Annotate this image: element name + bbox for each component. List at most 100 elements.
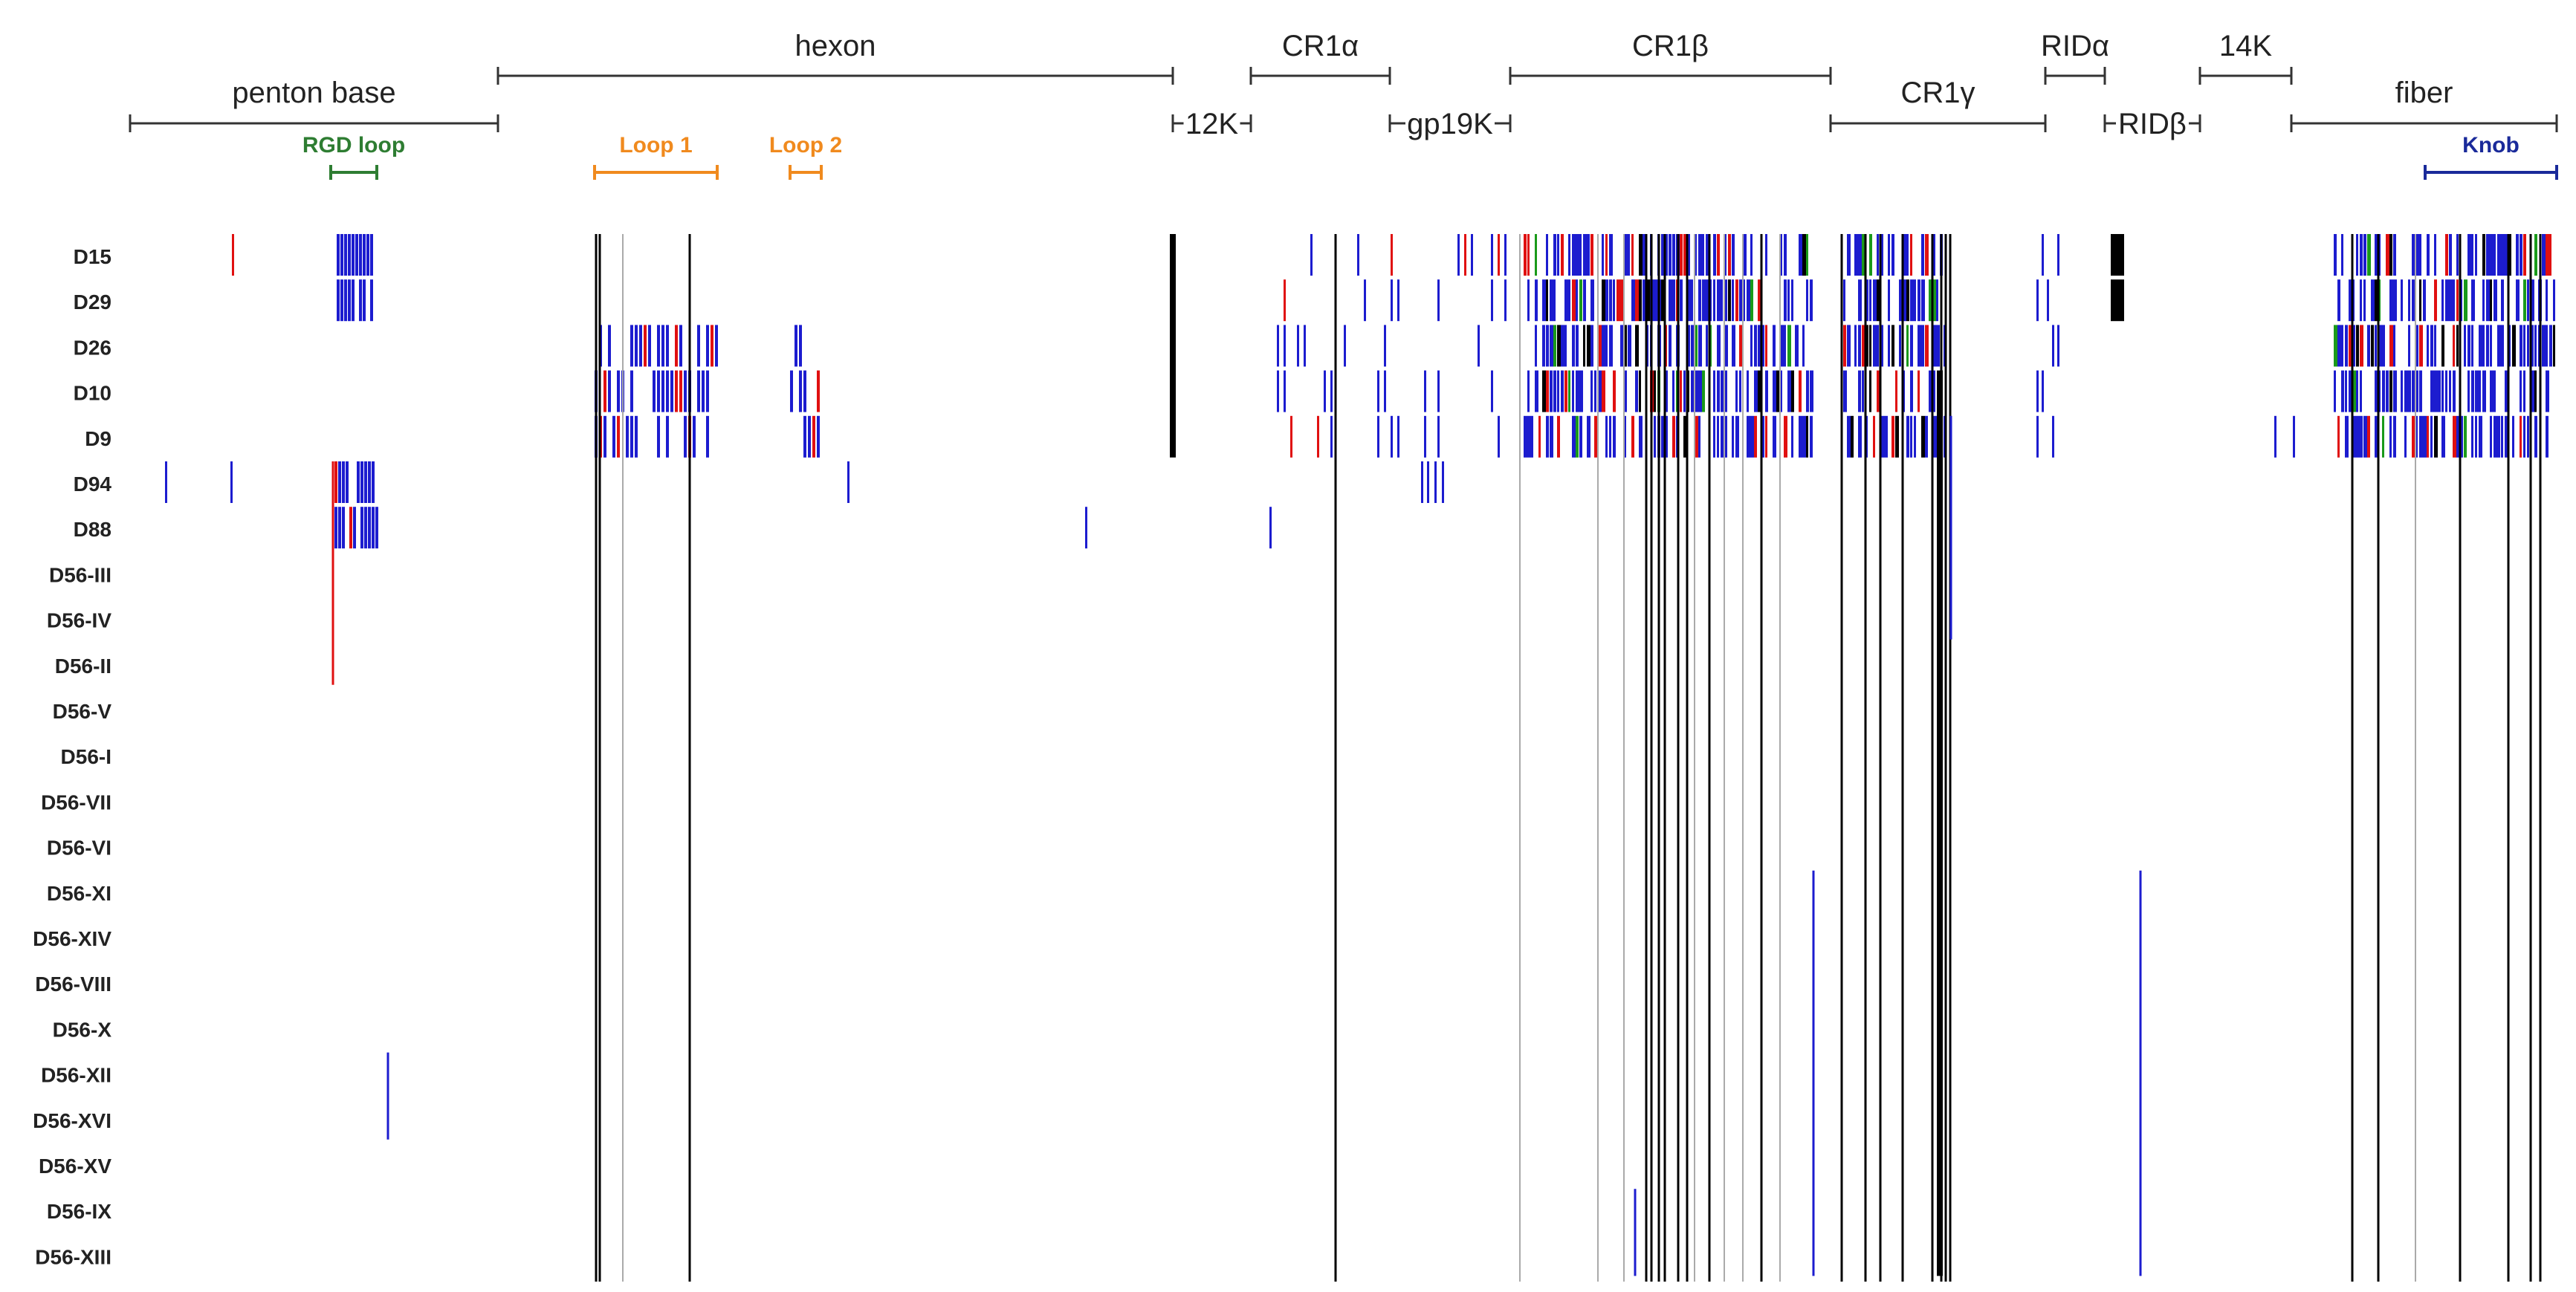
polymorphism-mark: [648, 325, 651, 367]
polymorphism-mark: [2453, 370, 2456, 412]
polymorphism-mark: [2036, 279, 2039, 322]
strain-label: D56-I: [61, 745, 111, 768]
polymorphism-mark: [2423, 279, 2426, 322]
polymorphism-mark: [1654, 279, 1657, 322]
polymorphism-mark: [1932, 325, 1936, 367]
polymorphism-mark: [1672, 415, 1675, 458]
polymorphism-mark: [2375, 234, 2378, 276]
polymorphism-mark: [1910, 370, 1913, 412]
polymorphism-mark: [2434, 370, 2438, 412]
polymorphism-mark: [337, 279, 340, 322]
polymorphism-mark: [348, 234, 351, 276]
strain-label: D94: [74, 473, 112, 496]
polymorphism-mark: [2404, 370, 2408, 412]
polymorphism-mark: [1776, 370, 1780, 412]
polymorphism-mark: [2464, 415, 2467, 458]
polymorphism-mark: [1504, 234, 1507, 276]
polymorphism-mark: [1787, 325, 1791, 367]
polymorphism-mark: [1732, 279, 1734, 322]
polymorphism-mark: [2553, 325, 2555, 367]
strain-label: D56-XIV: [33, 927, 111, 950]
polymorphism-mark: [1527, 370, 1530, 412]
polymorphism-mark: [1721, 279, 1723, 322]
polymorphism-mark: [1434, 461, 1437, 503]
polymorphism-mark: [1613, 415, 1616, 458]
polymorphism-mark: [1761, 325, 1764, 367]
polymorphism-mark: [348, 279, 351, 322]
polymorphism-mark: [1568, 279, 1570, 322]
polymorphism-mark: [1654, 415, 1656, 458]
polymorphism-mark: [1620, 279, 1623, 322]
polymorphism-mark: [2490, 234, 2494, 276]
polymorphism-mark: [661, 370, 664, 412]
polymorphism-mark: [1747, 279, 1750, 322]
polymorphism-mark: [1899, 279, 1903, 322]
polymorphism-mark: [1791, 370, 1794, 412]
polymorphism-mark: [1609, 279, 1612, 322]
polymorphism-mark: [1862, 325, 1865, 367]
polymorphism-mark: [1572, 325, 1575, 367]
polymorphism-mark: [2057, 325, 2059, 367]
polymorphism-mark: [2367, 234, 2371, 276]
polymorphism-mark: [1784, 279, 1787, 322]
polymorphism-mark: [1854, 234, 1858, 276]
polymorphism-mark: [2349, 325, 2352, 367]
polymorphism-mark: [1377, 370, 1379, 412]
polymorphism-mark: [1936, 325, 1940, 367]
polymorphism-mark: [661, 325, 664, 367]
polymorphism-mark: [2471, 234, 2473, 276]
polymorphism-mark: [817, 370, 820, 412]
polymorphism-mark: [1397, 279, 1399, 322]
polymorphism-mark: [790, 370, 793, 412]
polymorphism-mark: [1384, 325, 1386, 367]
gene-label: gp19K: [1407, 108, 1493, 140]
polymorphism-mark: [2111, 279, 2124, 322]
gene-label-background: [2116, 103, 2189, 135]
gene-label-background: [1405, 103, 1495, 135]
polymorphism-mark: [1877, 279, 1880, 322]
polymorphism-mark: [1865, 325, 1868, 367]
polymorphism-mark: [1364, 279, 1366, 322]
polymorphism-mark: [1605, 325, 1608, 367]
polymorphism-mark: [2389, 370, 2392, 412]
polymorphism-mark: [1791, 415, 1793, 458]
polymorphism-mark: [2534, 370, 2537, 412]
polymorphism-mark: [847, 461, 850, 503]
polymorphism-mark: [1583, 279, 1586, 322]
polymorphism-mark: [2505, 415, 2508, 458]
polymorphism-mark: [1862, 234, 1865, 276]
polymorphism-mark: [1754, 325, 1757, 367]
polymorphism-mark: [1583, 325, 1585, 367]
polymorphism-mark: [1524, 415, 1527, 458]
polymorphism-mark: [702, 370, 705, 412]
polymorphism-mark: [1546, 325, 1549, 367]
polymorphism-mark: [1661, 234, 1665, 276]
strain-label: D56-XIII: [35, 1245, 111, 1268]
polymorphism-mark: [2036, 415, 2039, 458]
polymorphism-mark: [1550, 370, 1553, 412]
polymorphism-mark: [2471, 279, 2475, 322]
polymorphism-mark: [706, 415, 709, 458]
polymorphism-mark: [1877, 325, 1879, 367]
polymorphism-mark: [2293, 415, 2295, 458]
polymorphism-mark: [2430, 325, 2433, 367]
polymorphism-mark: [653, 370, 656, 412]
polymorphism-mark: [1631, 279, 1635, 322]
polymorphism-mark: [1721, 415, 1724, 458]
polymorphism-mark: [2393, 325, 2395, 367]
polymorphism-mark: [1880, 234, 1883, 276]
polymorphism-mark: [1750, 234, 1753, 276]
polymorphism-mark: [2349, 279, 2352, 322]
polymorphism-mark: [2456, 234, 2459, 276]
polymorphism-mark: [1421, 461, 1423, 503]
polymorphism-mark: [1702, 234, 1704, 276]
polymorphism-mark: [2512, 415, 2514, 458]
polymorphism-mark: [2389, 279, 2393, 322]
polymorphism-mark: [2389, 234, 2392, 276]
polymorphism-mark: [1895, 370, 1897, 412]
polymorphism-mark: [2471, 415, 2473, 458]
polymorphism-mark: [1706, 234, 1709, 276]
polymorphism-mark: [1464, 234, 1466, 276]
polymorphism-mark: [2371, 325, 2374, 367]
polymorphism-mark: [1918, 370, 1920, 412]
